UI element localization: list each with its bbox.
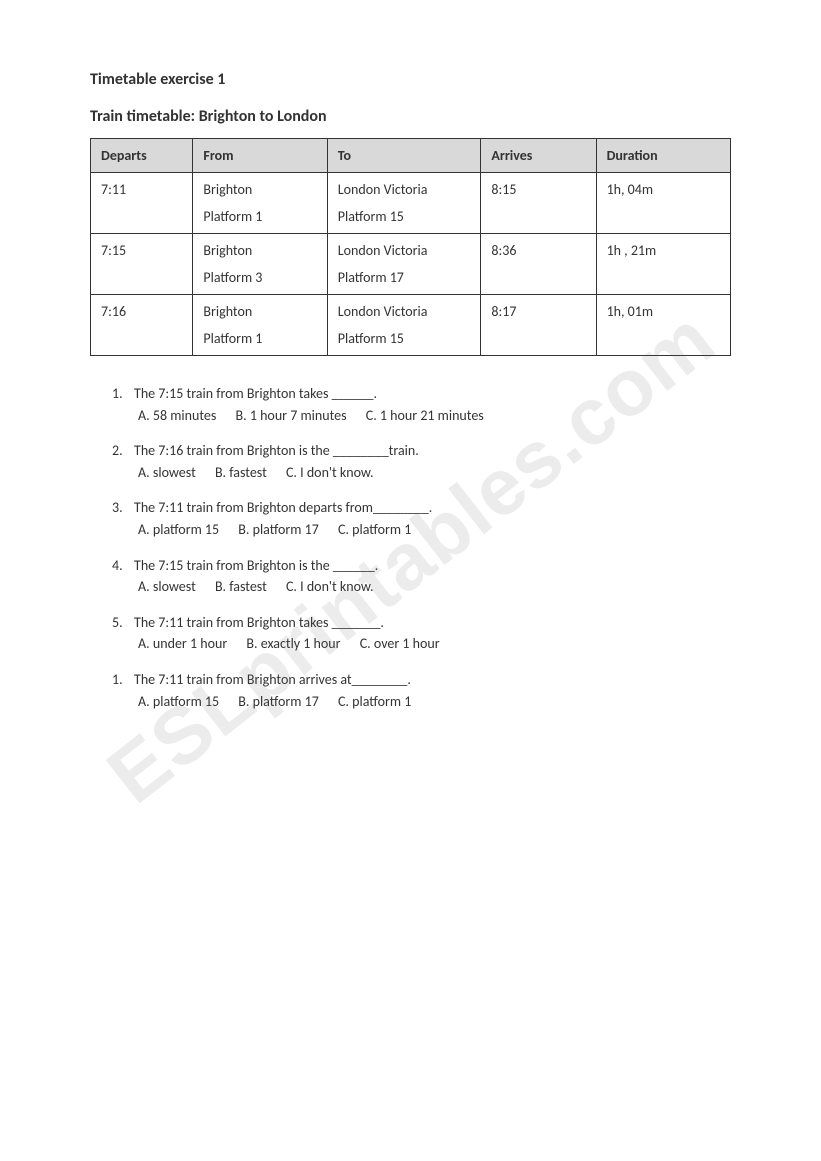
- cell-departs: 7:11: [91, 173, 193, 234]
- cell-from: Brighton Platform 3: [193, 234, 327, 295]
- cell-from-line2: Platform 3: [203, 269, 316, 286]
- cell-to-line1: London Victoria: [338, 181, 471, 198]
- question-text: The 7:15 train from Brighton is the ____…: [134, 557, 378, 574]
- option-a: A. under 1 hour: [138, 634, 227, 654]
- question-number: 4.: [112, 556, 134, 576]
- questions-list: 1.The 7:15 train from Brighton takes ___…: [90, 384, 731, 711]
- cell-duration: 1h, 01m: [596, 295, 730, 356]
- th-arrives: Arrives: [481, 139, 596, 173]
- option-b: B. fastest: [215, 463, 267, 483]
- cell-duration: 1h , 21m: [596, 234, 730, 295]
- option-b: B. exactly 1 hour: [246, 634, 340, 654]
- cell-to-line2: Platform 17: [338, 269, 471, 286]
- question-text: The 7:11 train from Brighton arrives at_…: [134, 671, 411, 688]
- cell-from-line2: Platform 1: [203, 330, 316, 347]
- timetable: Departs From To Arrives Duration 7:11 Br…: [90, 138, 731, 356]
- cell-to: London Victoria Platform 17: [327, 234, 481, 295]
- question-item: 4.The 7:15 train from Brighton is the __…: [138, 556, 731, 597]
- option-c: C. I don't know.: [286, 463, 374, 483]
- cell-from: Brighton Platform 1: [193, 295, 327, 356]
- th-to: To: [327, 139, 481, 173]
- option-a: A. platform 15: [138, 520, 219, 540]
- question-number: 2.: [112, 441, 134, 461]
- option-b: B. platform 17: [238, 692, 319, 712]
- option-a: A. platform 15: [138, 692, 219, 712]
- question-text: The 7:11 train from Brighton departs fro…: [134, 499, 432, 516]
- cell-arrives: 8:15: [481, 173, 596, 234]
- option-c: C. over 1 hour: [360, 634, 440, 654]
- cell-from-line2: Platform 1: [203, 208, 316, 225]
- page-subtitle: Train timetable: Brighton to London: [90, 107, 731, 126]
- th-from: From: [193, 139, 327, 173]
- option-b: B. 1 hour 7 minutes: [236, 406, 347, 426]
- question-item: 2.The 7:16 train from Brighton is the __…: [138, 441, 731, 482]
- cell-departs: 7:16: [91, 295, 193, 356]
- question-options: A. slowest B. fastest C. I don't know.: [138, 463, 731, 483]
- option-c: C. platform 1: [338, 520, 411, 540]
- table-row: 7:16 Brighton Platform 1 London Victoria…: [91, 295, 731, 356]
- cell-to-line2: Platform 15: [338, 208, 471, 225]
- question-number: 3.: [112, 498, 134, 518]
- cell-arrives: 8:17: [481, 295, 596, 356]
- option-b: B. fastest: [215, 577, 267, 597]
- question-options: A. 58 minutes B. 1 hour 7 minutes C. 1 h…: [138, 406, 731, 426]
- cell-arrives: 8:36: [481, 234, 596, 295]
- page-title: Timetable exercise 1: [90, 70, 731, 89]
- th-departs: Departs: [91, 139, 193, 173]
- cell-from-line1: Brighton: [203, 242, 316, 259]
- question-text: The 7:15 train from Brighton takes _____…: [134, 385, 377, 402]
- question-item: 3.The 7:11 train from Brighton departs f…: [138, 498, 731, 539]
- question-item: 5.The 7:11 train from Brighton takes ___…: [138, 613, 731, 654]
- question-number: 5.: [112, 613, 134, 633]
- question-text: The 7:11 train from Brighton takes _____…: [134, 614, 384, 631]
- question-options: A. slowest B. fastest C. I don't know.: [138, 577, 731, 597]
- question-options: A. platform 15 B. platform 17 C. platfor…: [138, 520, 731, 540]
- option-c: C. platform 1: [338, 692, 411, 712]
- cell-to: London Victoria Platform 15: [327, 295, 481, 356]
- cell-departs: 7:15: [91, 234, 193, 295]
- option-c: C. 1 hour 21 minutes: [366, 406, 484, 426]
- table-row: 7:11 Brighton Platform 1 London Victoria…: [91, 173, 731, 234]
- option-a: A. slowest: [138, 463, 196, 483]
- cell-to: London Victoria Platform 15: [327, 173, 481, 234]
- option-b: B. platform 17: [238, 520, 319, 540]
- cell-from-line1: Brighton: [203, 181, 316, 198]
- th-duration: Duration: [596, 139, 730, 173]
- cell-to-line1: London Victoria: [338, 242, 471, 259]
- question-number: 1.: [112, 670, 134, 690]
- cell-to-line1: London Victoria: [338, 303, 471, 320]
- question-options: A. platform 15 B. platform 17 C. platfor…: [138, 692, 731, 712]
- option-a: A. 58 minutes: [138, 406, 216, 426]
- question-number: 1.: [112, 384, 134, 404]
- question-options: A. under 1 hour B. exactly 1 hour C. ove…: [138, 634, 731, 654]
- question-text: The 7:16 train from Brighton is the ____…: [134, 442, 419, 459]
- question-item: 1.The 7:15 train from Brighton takes ___…: [138, 384, 731, 425]
- cell-from: Brighton Platform 1: [193, 173, 327, 234]
- option-a: A. slowest: [138, 577, 196, 597]
- question-item: 1.The 7:11 train from Brighton arrives a…: [138, 670, 731, 711]
- cell-to-line2: Platform 15: [338, 330, 471, 347]
- cell-duration: 1h, 04m: [596, 173, 730, 234]
- table-row: 7:15 Brighton Platform 3 London Victoria…: [91, 234, 731, 295]
- option-c: C. I don't know.: [286, 577, 374, 597]
- table-header-row: Departs From To Arrives Duration: [91, 139, 731, 173]
- cell-from-line1: Brighton: [203, 303, 316, 320]
